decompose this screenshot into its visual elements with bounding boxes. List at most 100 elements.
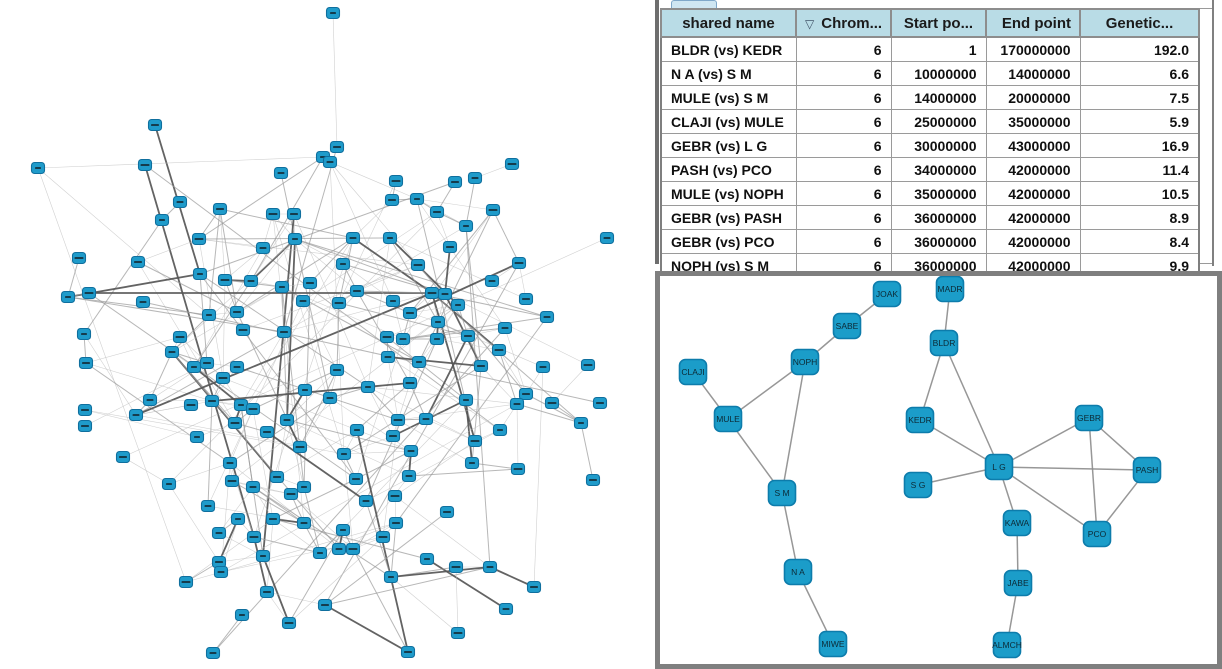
cell-value[interactable]: 16.9 [1079, 133, 1200, 158]
node-label-smudge [488, 280, 496, 282]
column-header-3[interactable]: End point [985, 8, 1081, 38]
detail-graph-node[interactable] [1002, 509, 1032, 537]
detail-graph-node[interactable] [832, 312, 862, 340]
cell-value[interactable]: 1 [890, 36, 987, 62]
cell-value[interactable]: 6 [795, 229, 892, 254]
cell-value[interactable]: 42000000 [985, 157, 1081, 182]
column-header-1[interactable]: ▽ Chrom... [795, 8, 892, 38]
cell-value[interactable]: 11.4 [1079, 157, 1200, 182]
cell-value[interactable]: 30000000 [890, 133, 987, 158]
table-row[interactable]: GEBR (vs) PASH 6 36000000 42000000 8.9 [660, 205, 1200, 230]
cell-shared-name[interactable]: CLAJI (vs) MULE [660, 109, 797, 134]
detail-graph-node[interactable] [1074, 404, 1104, 432]
table-row[interactable]: BLDR (vs) KEDR 6 1 170000000 192.0 [660, 36, 1200, 62]
cell-value[interactable]: 10.5 [1079, 181, 1200, 206]
detail-graph-node[interactable] [678, 358, 708, 386]
column-header-2[interactable]: Start po... [890, 8, 987, 38]
cell-value[interactable]: 34000000 [890, 157, 987, 182]
cell-value[interactable]: 6 [795, 61, 892, 86]
detail-graph-node[interactable] [929, 329, 959, 357]
cell-shared-name[interactable]: GEBR (vs) PASH [660, 205, 797, 230]
table-row[interactable]: MULE (vs) S M 6 14000000 20000000 7.5 [660, 85, 1200, 110]
column-header-0[interactable]: shared name [660, 8, 797, 38]
cell-value[interactable]: 7.5 [1079, 85, 1200, 110]
cell-value[interactable]: 43000000 [985, 133, 1081, 158]
table-scrollbar-track[interactable] [1198, 8, 1212, 264]
cell-value[interactable]: 14000000 [985, 61, 1081, 86]
cell-value[interactable]: 6 [795, 133, 892, 158]
cell-value[interactable]: 6 [795, 205, 892, 230]
overview-edge [402, 316, 548, 340]
detail-graph-node[interactable] [1132, 456, 1162, 484]
cell-value[interactable]: 35000000 [890, 181, 987, 206]
cell-shared-name[interactable]: MULE (vs) NOPH [660, 181, 797, 206]
detail-graph-node[interactable] [984, 453, 1014, 481]
detail-graph-node[interactable] [790, 348, 820, 376]
detail-graph-node[interactable] [767, 479, 797, 507]
node-label-smudge [514, 262, 524, 264]
detail-graph-node[interactable] [1082, 520, 1112, 548]
detail-graph-node[interactable] [818, 630, 848, 658]
cell-value[interactable]: 6 [795, 36, 892, 62]
cell-value[interactable]: 25000000 [890, 109, 987, 134]
detail-graph-node[interactable] [713, 405, 743, 433]
cell-value[interactable]: 6 [795, 157, 892, 182]
cell-value[interactable]: 6.6 [1079, 61, 1200, 86]
node-label-smudge [82, 362, 90, 364]
detail-graph-node[interactable] [903, 471, 933, 499]
cell-value[interactable]: 42000000 [985, 205, 1081, 230]
cell-value[interactable]: 10000000 [890, 61, 987, 86]
cell-value[interactable]: 5.9 [1079, 109, 1200, 134]
cell-value[interactable]: 42000000 [985, 229, 1081, 254]
column-header-4[interactable]: Genetic... [1079, 8, 1200, 38]
detail-graph-node[interactable] [1003, 569, 1033, 597]
detail-network-canvas[interactable]: JOAK SABE NOPH CLAJI MULE S M N A MIWE MADR BLDR K… [660, 275, 1217, 664]
table-row[interactable]: N A (vs) S M 6 10000000 14000000 6.6 [660, 61, 1200, 86]
node-label-smudge [433, 211, 441, 213]
node-label-smudge [501, 327, 509, 329]
cell-shared-name[interactable]: GEBR (vs) PCO [660, 229, 797, 254]
cell-value[interactable]: 14000000 [890, 85, 987, 110]
table-row[interactable]: MULE (vs) NOPH 6 35000000 42000000 10.5 [660, 181, 1200, 206]
cell-value[interactable]: 42000000 [985, 181, 1081, 206]
cell-shared-name[interactable]: PASH (vs) PCO [660, 157, 797, 182]
overview-edge [252, 369, 338, 410]
table-row[interactable]: CLAJI (vs) MULE 6 25000000 35000000 5.9 [660, 109, 1200, 134]
cell-value[interactable]: 8.4 [1079, 229, 1200, 254]
cell-value[interactable]: 36000000 [890, 205, 987, 230]
filter-icon[interactable]: ▽ [805, 16, 815, 31]
node-label-smudge [387, 237, 393, 239]
cell-shared-name[interactable]: GEBR (vs) L G [660, 133, 797, 158]
node-label-smudge [159, 219, 165, 221]
cell-value[interactable]: 8.9 [1079, 205, 1200, 230]
cell-value[interactable]: 35000000 [985, 109, 1081, 134]
node-label-smudge [435, 321, 441, 323]
cell-value[interactable]: 36000000 [890, 229, 987, 254]
cell-value[interactable]: 20000000 [985, 85, 1081, 110]
cell-value[interactable]: 6 [795, 85, 892, 110]
cell-shared-name[interactable]: MULE (vs) S M [660, 85, 797, 110]
table-row[interactable]: PASH (vs) PCO 6 34000000 42000000 11.4 [660, 157, 1200, 182]
detail-graph-node[interactable] [905, 406, 935, 434]
table-row[interactable]: GEBR (vs) L G 6 30000000 43000000 16.9 [660, 133, 1200, 158]
cell-shared-name[interactable]: BLDR (vs) KEDR [660, 36, 797, 62]
detail-edge [998, 417, 1090, 468]
cell-value[interactable]: 192.0 [1079, 36, 1200, 62]
detail-graph-node[interactable] [935, 275, 965, 303]
overview-edge [465, 225, 482, 367]
detail-graph-node[interactable] [992, 631, 1022, 659]
detail-graph-node[interactable] [783, 558, 813, 586]
table-panel-tab[interactable] [671, 0, 717, 8]
cell-value[interactable]: 170000000 [985, 36, 1081, 62]
detail-graph-node[interactable] [872, 280, 902, 308]
cell-shared-name[interactable]: N A (vs) S M [660, 61, 797, 86]
table-row[interactable]: GEBR (vs) PCO 6 36000000 42000000 8.4 [660, 229, 1200, 254]
overview-edge [83, 333, 137, 416]
cell-value[interactable]: 6 [795, 181, 892, 206]
overview-network-canvas[interactable] [0, 0, 655, 669]
node-label-smudge [334, 302, 344, 304]
node-label-smudge [209, 652, 217, 654]
node-label-smudge [497, 429, 503, 431]
cell-value[interactable]: 6 [795, 109, 892, 134]
